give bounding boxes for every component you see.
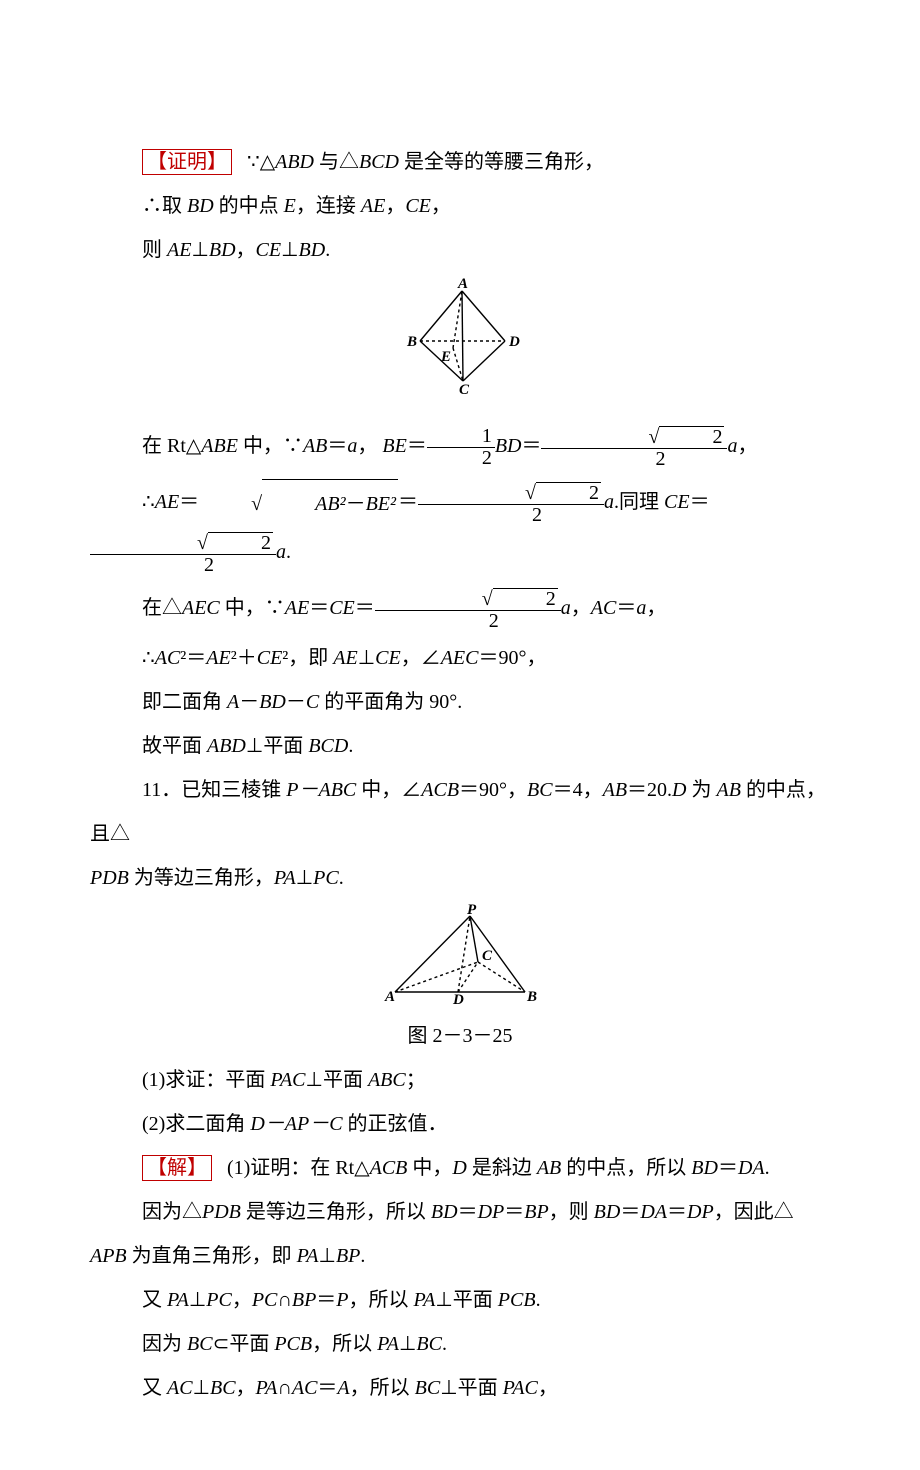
svg-text:A: A xyxy=(384,989,395,1004)
q11-line-1: 11．已知三棱锥 P－ABC 中，∠ACB＝90°，BC＝4，AB＝20.D 为… xyxy=(90,768,830,856)
proof-line-2: ∴取 BD 的中点 E，连接 AE，CE， xyxy=(90,184,830,228)
solution-line-1: 【解】 (1)证明：在 Rt△ACB 中，D 是斜边 AB 的中点，所以 BD＝… xyxy=(90,1146,830,1190)
svg-text:E: E xyxy=(440,349,451,365)
proof-line-1: 【证明】 ∵△ABD 与△BCD 是全等的等腰三角形， xyxy=(90,140,830,184)
conclusion-1: 故平面 ABD⊥平面 BCD. xyxy=(90,724,830,768)
figure-2-caption: 图 2－3－25 xyxy=(90,1020,830,1052)
svg-text:A: A xyxy=(457,276,468,292)
rt-abe-line: 在 Rt△ABE 中，∵AB＝a， BE＝12BD＝22a， xyxy=(90,418,830,474)
aec-line: 在△AEC 中，∵AE＝CE＝22a，AC＝a， xyxy=(90,580,830,636)
subq-1: (1)求证：平面 PAC⊥平面 ABC； xyxy=(90,1058,830,1102)
proof-label: 【证明】 xyxy=(142,149,232,175)
solution-label: 【解】 xyxy=(142,1155,212,1181)
ae-line: ∴AE＝AB²－BE²＝22a.同理 CE＝22a. xyxy=(90,474,830,580)
svg-text:C: C xyxy=(482,948,493,964)
page: 【证明】 ∵△ABD 与△BCD 是全等的等腰三角形， ∴取 BD 的中点 E，… xyxy=(0,0,920,1470)
svg-text:P: P xyxy=(467,904,477,918)
solution-line-3: APB 为直角三角形，即 PA⊥BP. xyxy=(90,1234,830,1278)
tetrahedron-pabc-icon: P A B C D xyxy=(370,904,550,1004)
solution-line-2: 因为△PDB 是等边三角形，所以 BD＝DP＝BP，则 BD＝DA＝DP，因此△ xyxy=(90,1190,830,1234)
svg-text:D: D xyxy=(508,334,520,350)
subq-2: (2)求二面角 D－AP－C 的正弦值． xyxy=(90,1102,830,1146)
figure-1: A B C D E xyxy=(90,276,830,412)
solution-line-5: 因为 BC⊂平面 PCB，所以 PA⊥BC. xyxy=(90,1322,830,1366)
svg-text:B: B xyxy=(406,334,417,350)
dihedral-line: 即二面角 A－BD－C 的平面角为 90°. xyxy=(90,680,830,724)
solution-line-6: 又 AC⊥BC，PA∩AC＝A，所以 BC⊥平面 PAC， xyxy=(90,1366,830,1410)
proof-line-3: 则 AE⊥BD，CE⊥BD. xyxy=(90,228,830,272)
svg-text:C: C xyxy=(459,382,470,396)
svg-text:D: D xyxy=(452,992,464,1004)
solution-line-4: 又 PA⊥PC，PC∩BP＝P，所以 PA⊥平面 PCB. xyxy=(90,1278,830,1322)
ac2-line: ∴AC²＝AE²＋CE²，即 AE⊥CE，∠AEC＝90°， xyxy=(90,636,830,680)
figure-2: P A B C D 图 2－3－25 xyxy=(90,904,830,1052)
tetrahedron-abcd-icon: A B C D E xyxy=(385,276,535,396)
svg-text:B: B xyxy=(526,989,537,1004)
q11-line-2: PDB 为等边三角形，PA⊥PC. xyxy=(90,856,830,900)
